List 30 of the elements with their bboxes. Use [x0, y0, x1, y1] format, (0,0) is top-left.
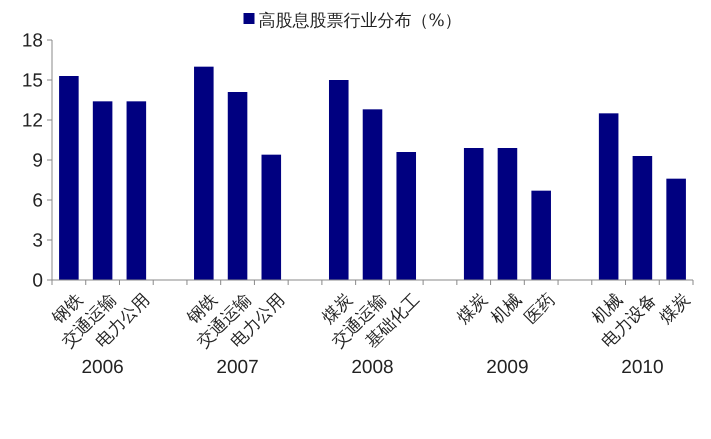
y-tick-label: 0: [32, 270, 43, 292]
bar: [194, 66, 214, 280]
bar: [598, 113, 618, 280]
y-tick-label: 6: [32, 190, 43, 212]
x-tick-label: 煤炭: [453, 290, 492, 328]
bar: [228, 92, 248, 280]
bar: [362, 109, 382, 280]
text: 2006: [81, 357, 124, 378]
bar: [666, 178, 686, 280]
y-tick-label: 12: [22, 110, 43, 132]
y-tick-label: 3: [32, 230, 43, 252]
bar: [531, 190, 551, 280]
x-tick-label: 煤炭: [656, 290, 694, 328]
text: 2007: [216, 357, 259, 378]
bar: [632, 156, 652, 280]
bar: [328, 80, 349, 280]
bar: [59, 76, 79, 280]
text: 2008: [351, 357, 394, 378]
y-tick-label: 15: [22, 70, 43, 92]
bar: [92, 101, 112, 280]
bar: [464, 148, 484, 280]
text: 2009: [486, 357, 529, 378]
text: 2010: [621, 357, 664, 378]
bar: [498, 148, 518, 280]
legend-label: 高股息股票行业分布（%）: [258, 10, 462, 31]
bar: [126, 101, 146, 280]
y-tick-label: 9: [32, 150, 43, 172]
bar: [262, 154, 282, 280]
bar: [396, 152, 416, 280]
y-tick-label: 18: [22, 30, 43, 52]
